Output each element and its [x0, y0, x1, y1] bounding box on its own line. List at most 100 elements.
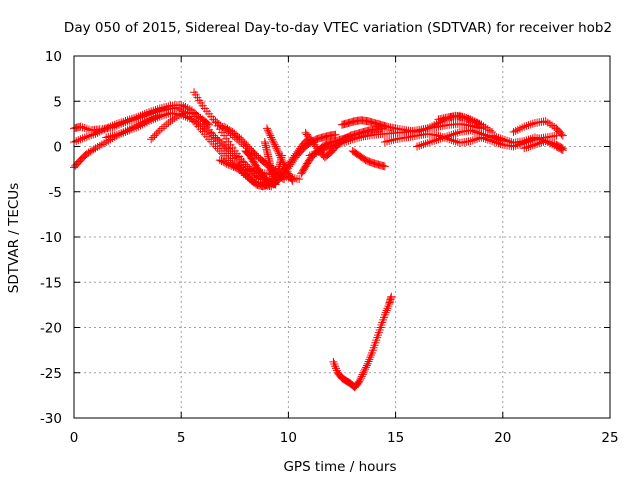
data-point — [425, 138, 434, 147]
data-point — [423, 124, 432, 133]
data-point — [428, 122, 437, 131]
data-point — [356, 375, 365, 384]
data-point — [541, 117, 550, 126]
data-point — [430, 121, 439, 130]
data-point — [76, 122, 85, 131]
data-point — [522, 121, 531, 130]
data-point — [557, 143, 566, 152]
data-point — [314, 147, 323, 156]
data-point — [155, 126, 164, 135]
data-point — [362, 361, 371, 370]
data-point — [222, 142, 231, 151]
data-point — [358, 370, 367, 379]
data-point — [170, 114, 179, 123]
data-point — [274, 149, 283, 158]
y-tick-label: 5 — [53, 94, 62, 110]
y-tick-label: -15 — [40, 275, 62, 291]
data-point — [95, 127, 104, 136]
data-point — [543, 137, 552, 146]
data-point — [513, 125, 522, 134]
data-point — [329, 141, 338, 150]
data-point — [155, 112, 164, 121]
data-point — [468, 136, 477, 145]
data-point — [279, 158, 288, 167]
data-point — [477, 129, 486, 138]
data-point — [138, 120, 147, 129]
data-point — [267, 133, 276, 142]
data-point — [528, 119, 537, 128]
data-point — [157, 124, 166, 133]
data-point — [473, 128, 482, 137]
data-point — [93, 143, 102, 152]
data-point — [136, 121, 145, 130]
data-point — [417, 141, 426, 150]
data-point — [271, 142, 280, 151]
data-point — [470, 127, 479, 136]
data-point — [415, 141, 424, 150]
data-point — [511, 126, 520, 135]
data-point — [389, 135, 398, 144]
data-point — [209, 115, 218, 124]
series-track-18 — [338, 116, 400, 133]
data-point — [238, 137, 247, 146]
data-point — [80, 133, 89, 142]
data-point — [357, 133, 366, 142]
data-point — [209, 131, 218, 140]
data-point — [438, 133, 447, 142]
data-layer — [70, 88, 567, 392]
y-tick-label: 0 — [53, 140, 62, 156]
data-point — [274, 147, 283, 156]
data-point — [460, 113, 469, 122]
data-point — [104, 132, 113, 141]
data-point — [537, 138, 546, 147]
data-point — [194, 112, 203, 121]
data-point — [115, 130, 124, 139]
data-point — [157, 103, 166, 112]
data-point — [224, 160, 233, 169]
data-point — [145, 117, 154, 126]
data-point — [172, 112, 181, 121]
data-point — [205, 128, 214, 137]
data-point — [520, 122, 529, 131]
data-point — [194, 119, 203, 128]
data-point — [140, 119, 149, 128]
data-point — [385, 136, 394, 145]
data-point — [76, 135, 85, 144]
data-point — [357, 372, 366, 381]
data-point — [82, 132, 91, 141]
data-point — [346, 135, 355, 144]
data-point — [125, 126, 134, 135]
data-point — [466, 137, 475, 146]
data-point — [134, 112, 143, 121]
data-point — [222, 159, 231, 168]
data-point — [272, 144, 281, 153]
data-point — [162, 110, 171, 119]
data-point — [149, 115, 158, 124]
data-point — [361, 365, 370, 374]
data-point — [202, 126, 211, 135]
data-point — [123, 116, 132, 125]
data-point — [415, 127, 424, 136]
data-point — [413, 128, 422, 137]
data-point — [160, 111, 169, 120]
data-point — [273, 146, 282, 155]
data-point — [335, 139, 344, 148]
data-point — [466, 126, 475, 135]
data-point — [220, 158, 229, 167]
data-point — [467, 116, 476, 125]
data-point — [247, 146, 256, 155]
data-point — [134, 122, 143, 131]
data-point — [421, 139, 430, 148]
data-point — [152, 129, 161, 138]
data-point — [249, 147, 258, 156]
data-point — [245, 144, 254, 153]
data-point — [470, 117, 479, 126]
data-point — [492, 133, 501, 142]
data-point — [125, 115, 134, 124]
data-point — [268, 137, 277, 146]
data-point — [558, 131, 567, 140]
data-point — [242, 140, 251, 149]
data-point — [425, 123, 434, 132]
data-point — [447, 130, 456, 139]
data-point — [451, 129, 460, 138]
